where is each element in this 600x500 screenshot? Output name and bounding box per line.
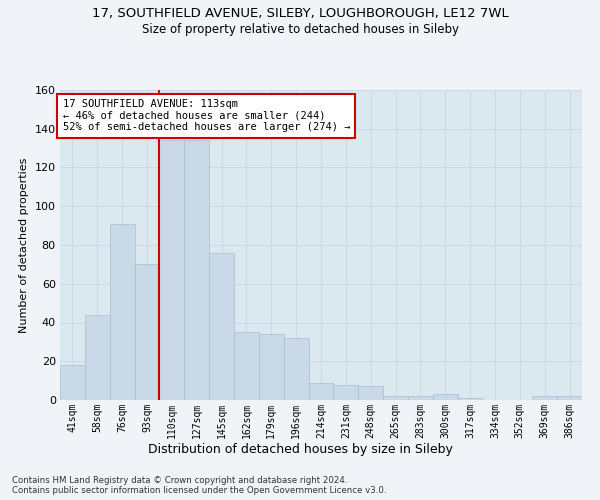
Bar	[259, 334, 284, 400]
Bar	[110, 224, 134, 400]
Bar	[60, 365, 85, 400]
Bar	[334, 384, 358, 400]
Bar	[209, 252, 234, 400]
Text: Contains HM Land Registry data © Crown copyright and database right 2024.
Contai: Contains HM Land Registry data © Crown c…	[12, 476, 386, 495]
Text: Size of property relative to detached houses in Sileby: Size of property relative to detached ho…	[142, 22, 458, 36]
Bar	[284, 338, 308, 400]
Bar	[458, 398, 482, 400]
Y-axis label: Number of detached properties: Number of detached properties	[19, 158, 29, 332]
Bar	[134, 264, 160, 400]
Bar	[433, 394, 458, 400]
Bar	[383, 396, 408, 400]
Bar	[184, 140, 209, 400]
Bar	[358, 386, 383, 400]
Text: Distribution of detached houses by size in Sileby: Distribution of detached houses by size …	[148, 442, 452, 456]
Bar	[234, 332, 259, 400]
Text: 17, SOUTHFIELD AVENUE, SILEBY, LOUGHBOROUGH, LE12 7WL: 17, SOUTHFIELD AVENUE, SILEBY, LOUGHBORO…	[92, 8, 508, 20]
Bar	[160, 140, 184, 400]
Bar	[85, 315, 110, 400]
Bar	[408, 396, 433, 400]
Bar	[308, 382, 334, 400]
Text: 17 SOUTHFIELD AVENUE: 113sqm
← 46% of detached houses are smaller (244)
52% of s: 17 SOUTHFIELD AVENUE: 113sqm ← 46% of de…	[62, 100, 350, 132]
Bar	[557, 396, 582, 400]
Bar	[532, 396, 557, 400]
